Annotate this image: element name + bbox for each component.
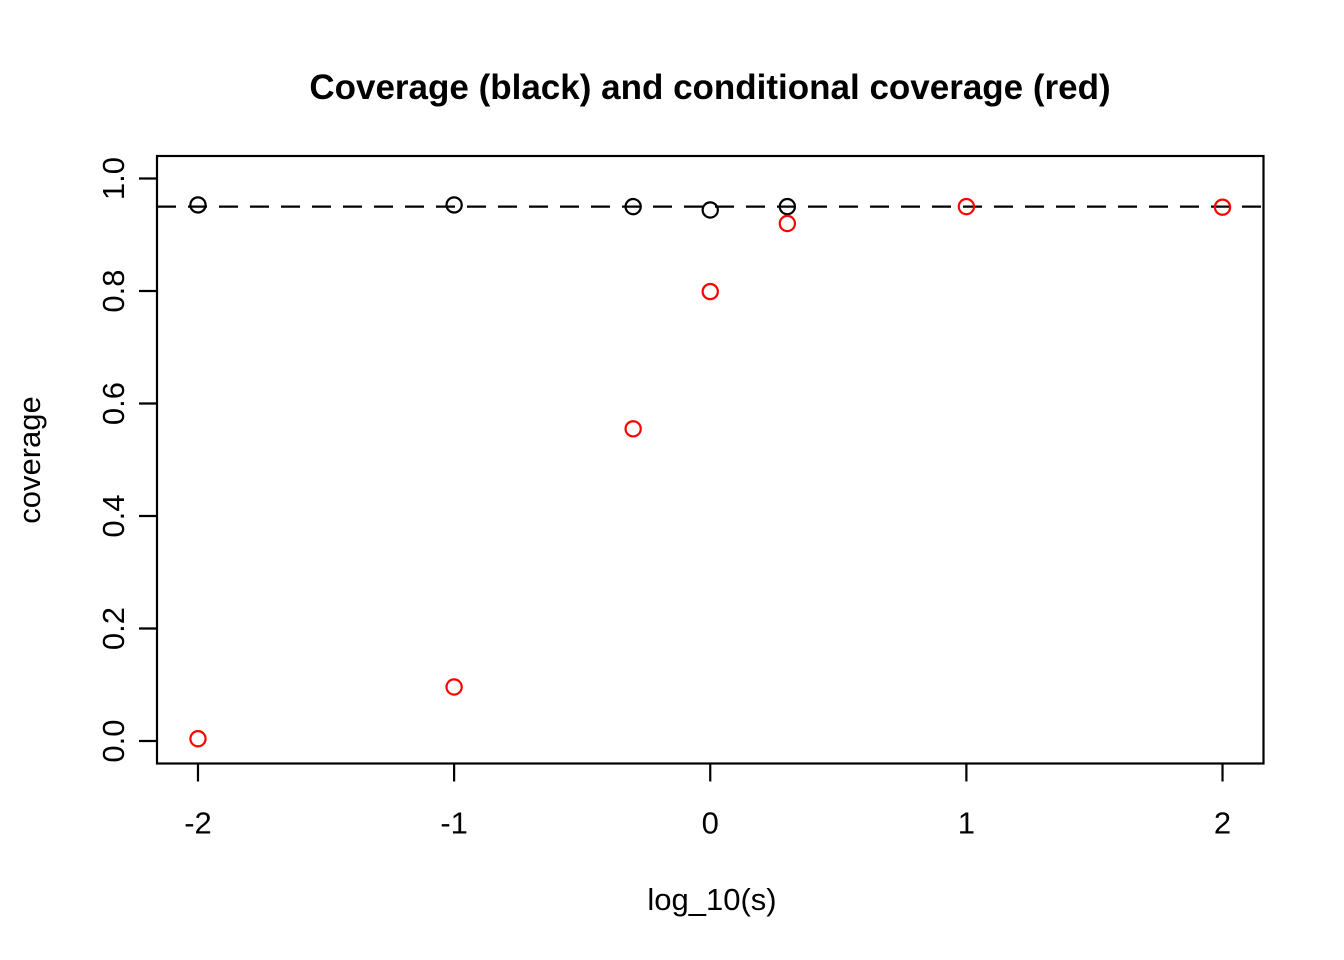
data-point-red — [445, 678, 463, 696]
data-point-red — [1213, 198, 1232, 216]
y-axis-title: coverage — [12, 396, 47, 524]
x-axis-title: log_10(s) — [647, 882, 776, 917]
data-point-black — [701, 201, 719, 219]
plot-area: -2 -1 0 1 2 0.0 0.2 0.4 0.6 0.8 1.0 — [96, 154, 1265, 841]
x-tick-label: 0 — [702, 806, 719, 841]
data-point-red — [778, 214, 797, 233]
data-point-black — [624, 197, 642, 216]
x-tick-label: 1 — [958, 806, 975, 841]
x-tick-label: 2 — [1214, 806, 1231, 841]
data-point-black — [189, 196, 207, 214]
y-tick-label: 0.6 — [96, 382, 131, 425]
y-tick-label: 0.8 — [96, 269, 131, 312]
y-tick-label: 1.0 — [96, 157, 131, 200]
chart-title: Coverage (black) and conditional coverag… — [309, 68, 1110, 107]
plot-border — [155, 154, 1265, 765]
y-tick-label: 0.0 — [96, 719, 131, 762]
x-tick-label: -2 — [184, 806, 212, 841]
y-tick-label: 0.4 — [96, 494, 131, 537]
data-point-red — [701, 282, 719, 301]
data-point-red — [624, 420, 642, 438]
x-tick-label: -1 — [440, 806, 468, 841]
data-point-red — [957, 197, 976, 216]
data-point-red — [189, 730, 207, 748]
data-point-black — [778, 197, 797, 216]
data-point-black — [445, 196, 463, 214]
y-tick-label: 0.2 — [96, 607, 131, 650]
